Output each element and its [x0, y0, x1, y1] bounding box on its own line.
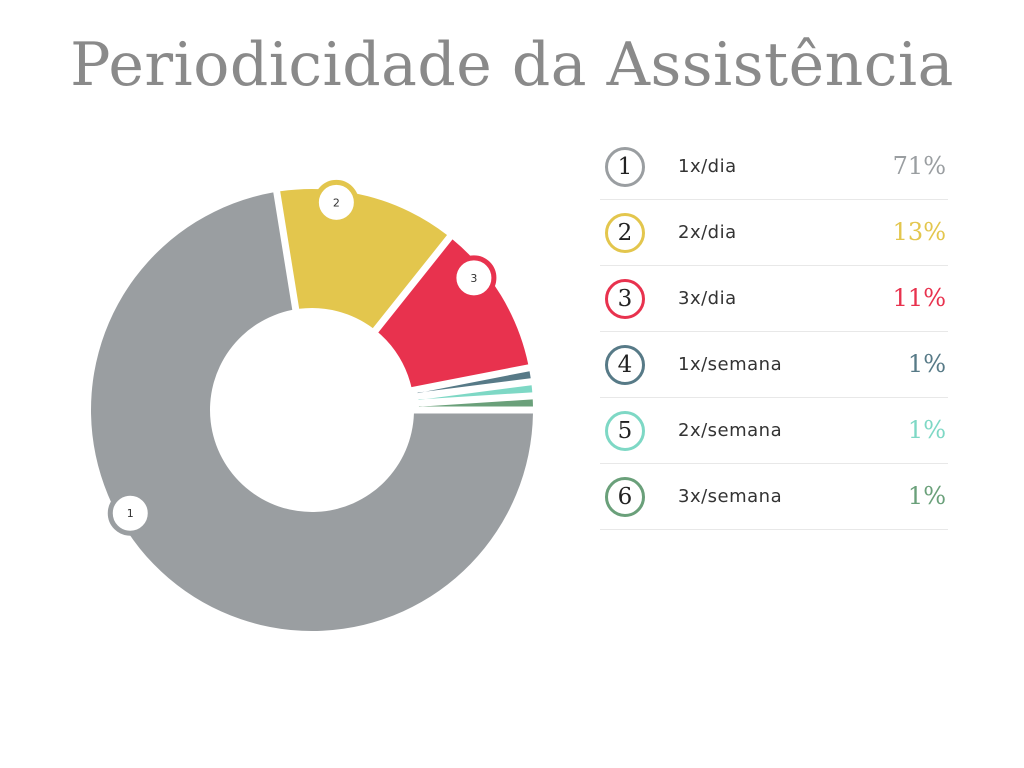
legend-label: 2x/dia [678, 222, 737, 243]
legend-item: 5 2x/semana 1% [600, 398, 948, 464]
legend-item: 2 2x/dia 13% [600, 200, 948, 266]
slice-marker-ring [107, 490, 153, 536]
legend-item: 6 3x/semana 1% [600, 464, 948, 530]
legend-number-badge: 1 [605, 147, 645, 187]
slice-marker-label: 3 [470, 272, 477, 285]
legend-value: 13% [892, 218, 946, 246]
legend-label: 3x/semana [678, 486, 783, 507]
legend-number-badge: 2 [605, 213, 645, 253]
slice-marker-ring [451, 255, 497, 301]
slice-markers: 1 2 3 [107, 179, 497, 536]
legend-number-badge: 5 [605, 411, 645, 451]
donut-slice [417, 371, 531, 394]
donut-slice [280, 189, 448, 329]
donut-slice [378, 239, 529, 388]
page-title: Periodicidade da Assistência [70, 30, 954, 100]
legend-label: 3x/dia [678, 288, 737, 309]
slice-marker-label: 2 [333, 196, 340, 209]
legend-value: 71% [892, 152, 946, 180]
legend-label: 1x/dia [678, 156, 737, 177]
legend-item: 3 3x/dia 11% [600, 266, 948, 332]
slice-marker: 1 [107, 490, 153, 536]
donut-slice [418, 399, 533, 407]
legend-label: 1x/semana [678, 354, 783, 375]
legend-value: 1% [907, 416, 946, 444]
legend-number-badge: 3 [605, 279, 645, 319]
legend-label: 2x/semana [678, 420, 783, 441]
donut-slice [418, 385, 533, 400]
donut-slices [91, 189, 533, 632]
slice-marker-ring [313, 179, 359, 225]
legend-item: 4 1x/semana 1% [600, 332, 948, 398]
donut-slice [91, 192, 533, 632]
slice-marker: 2 [313, 179, 359, 225]
legend-item: 1 1x/dia 71% [600, 134, 948, 200]
legend-number-badge: 4 [605, 345, 645, 385]
legend-value: 1% [907, 482, 946, 510]
slice-marker: 3 [451, 255, 497, 301]
legend: 1 1x/dia 71% 2 2x/dia 13% 3 3x/dia 11% 4… [600, 134, 948, 530]
slice-marker-label: 1 [127, 507, 134, 520]
legend-number-badge: 6 [605, 477, 645, 517]
legend-value: 11% [892, 284, 946, 312]
legend-value: 1% [907, 350, 946, 378]
